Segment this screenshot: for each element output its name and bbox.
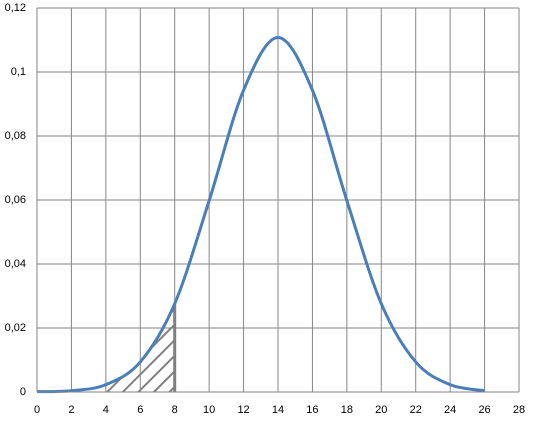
x-tick-label: 0: [34, 404, 40, 416]
x-tick-label: 16: [306, 404, 318, 416]
y-tick-label: 0,12: [5, 2, 26, 14]
x-tick-label: 26: [478, 404, 490, 416]
shaded-area: [105, 303, 175, 392]
y-tick-label: 0,02: [5, 322, 26, 334]
x-tick-label: 8: [172, 404, 178, 416]
y-tick-label: 0,08: [5, 130, 26, 142]
y-tick-label: 0,1: [11, 66, 26, 78]
x-tick-label: 18: [341, 404, 353, 416]
y-tick-label: 0,04: [5, 258, 26, 270]
y-tick-label: 0,06: [5, 194, 26, 206]
y-tick-label: 0: [20, 386, 26, 398]
x-tick-label: 6: [137, 404, 143, 416]
x-tick-label: 4: [103, 404, 109, 416]
x-tick-label: 2: [68, 404, 74, 416]
x-tick-label: 28: [513, 404, 525, 416]
x-tick-label: 10: [203, 404, 215, 416]
x-tick-label: 24: [444, 404, 456, 416]
x-tick-label: 12: [237, 404, 249, 416]
line-series: [36, 35, 485, 394]
x-tick-label: 22: [410, 404, 422, 416]
x-tick-label: 14: [272, 404, 284, 416]
x-tick-label: 20: [375, 404, 387, 416]
